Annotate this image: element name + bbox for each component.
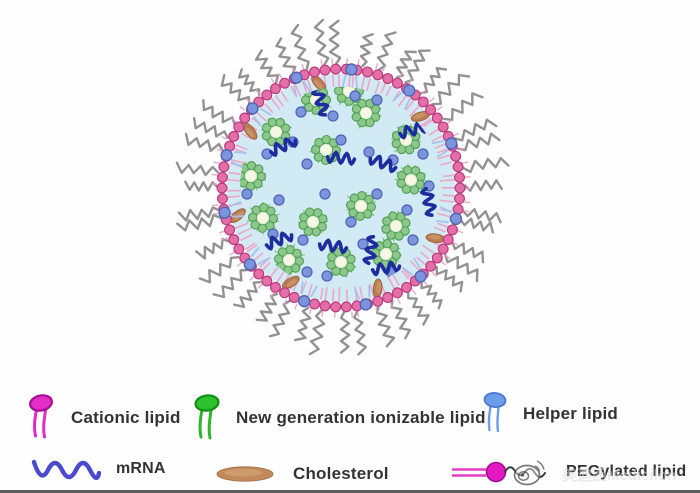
legend-item-cholesterol: Cholesterol [214, 464, 389, 484]
mrna-strand [370, 260, 402, 277]
helper-lipid-icon [483, 392, 507, 433]
legend-label-cholesterol: Cholesterol [293, 464, 389, 483]
mrna-strand [317, 238, 349, 255]
ionizable-lipid-cluster [240, 160, 267, 193]
legend-label-mrna: mRNA [116, 460, 166, 477]
legend-item-helper-lipid: Helper lipid [479, 390, 618, 438]
mrna-strand [311, 87, 330, 117]
weibo-eye-icon [513, 460, 545, 486]
legend-item-mrna: mRNA [30, 452, 166, 486]
legend-label-ionizable-lipid: New generation ionizable lipid [236, 408, 486, 427]
legend-label-helper-lipid: Helper lipid [523, 404, 618, 423]
legend-item-pegylated-lipid: PEGylated lipid 美迪西Medicilon [450, 452, 686, 492]
membrane-inner-tails [227, 74, 455, 302]
ionizable-lipid-cluster [272, 243, 306, 277]
ionizable-lipid-cluster [260, 117, 293, 147]
cholesterol-icon [216, 466, 274, 482]
ionizable-lipid-cluster [298, 207, 329, 237]
ionizable-lipid-cluster [371, 237, 402, 270]
ionizable-lipid-icon [194, 394, 220, 440]
cationic-lipid-icon [29, 394, 53, 439]
mrna-strand [264, 231, 294, 251]
cholesterol-oval [281, 275, 300, 290]
mrna-strand [362, 234, 379, 266]
legend-label-pegylated-lipid: PEGylated lipid [566, 463, 687, 480]
mrna-strand [368, 154, 398, 174]
ionizable-lipid-cluster [381, 210, 411, 242]
image-bottom-edge [0, 490, 700, 493]
mrna-strand [420, 186, 437, 218]
ionizable-lipid-cluster [394, 163, 427, 195]
mrna-strand [325, 150, 357, 166]
interior-helper-beads [241, 90, 435, 282]
cholesterol-oval [372, 278, 383, 299]
membrane-helper-lipids [218, 63, 463, 311]
pegylated-lipid-icon [452, 460, 546, 486]
mrna-icon [31, 459, 102, 480]
ionizable-lipid-cluster [345, 190, 377, 222]
cholesterol-oval [243, 122, 258, 140]
legend-item-cationic-lipid: Cationic lipid [25, 392, 181, 444]
legend-label-cationic-lipid: Cationic lipid [71, 408, 181, 427]
peg-corona [175, 18, 510, 356]
mrna-strand [268, 137, 298, 157]
legend-item-ionizable-lipid: New generation ionizable lipid [190, 392, 486, 444]
mrna-strand [398, 121, 428, 140]
particle-interior [240, 87, 437, 282]
mrna-strands [264, 87, 437, 277]
